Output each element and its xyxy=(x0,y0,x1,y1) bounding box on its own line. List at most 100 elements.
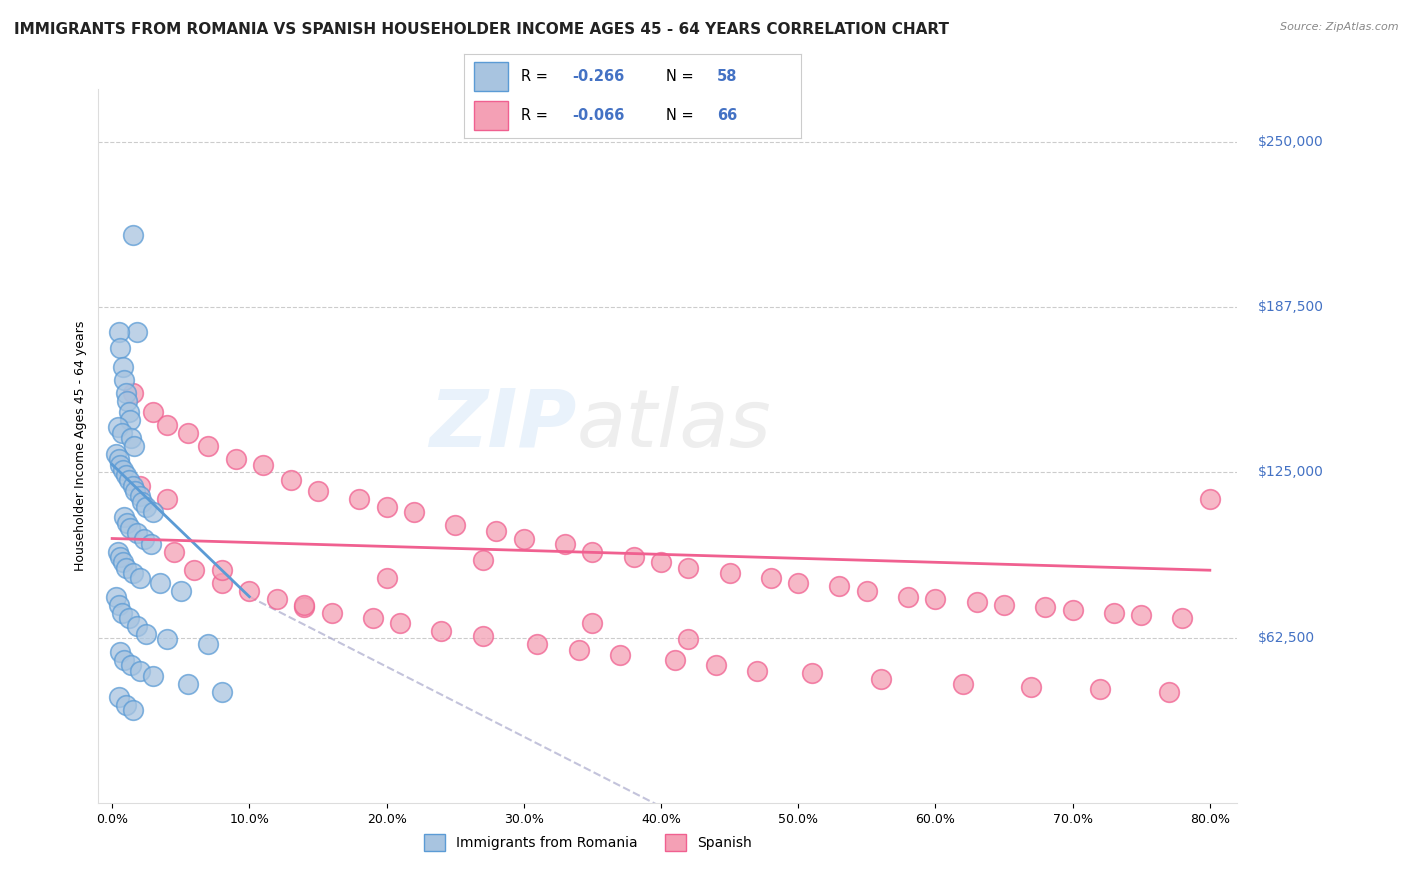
Point xyxy=(110,549,132,564)
Point xyxy=(581,616,603,631)
Point xyxy=(828,579,851,593)
Point xyxy=(170,584,193,599)
Point xyxy=(122,439,145,453)
Point xyxy=(115,560,138,574)
Point xyxy=(112,463,135,477)
Point xyxy=(124,483,146,498)
Text: R =: R = xyxy=(522,108,553,123)
Point xyxy=(444,518,467,533)
Point xyxy=(952,677,974,691)
Point xyxy=(156,417,179,432)
Point xyxy=(568,642,591,657)
Point xyxy=(292,600,315,615)
Point xyxy=(1102,606,1125,620)
Point xyxy=(114,373,136,387)
Point xyxy=(107,545,129,559)
Point xyxy=(110,458,132,472)
Point xyxy=(745,664,768,678)
Point xyxy=(112,359,135,374)
Point xyxy=(554,537,576,551)
Point xyxy=(211,563,233,577)
Text: ZIP: ZIP xyxy=(429,385,576,464)
Point xyxy=(121,566,143,580)
Point xyxy=(117,404,139,418)
Text: R =: R = xyxy=(522,69,553,84)
Point xyxy=(1130,608,1153,623)
Point xyxy=(1088,682,1111,697)
Point xyxy=(114,653,136,667)
Point xyxy=(115,468,138,483)
Point xyxy=(115,386,138,401)
Point xyxy=(121,478,143,492)
Point xyxy=(156,491,179,506)
Point xyxy=(759,571,782,585)
Point xyxy=(1021,680,1043,694)
Point xyxy=(347,491,370,506)
Point xyxy=(108,452,131,467)
Point xyxy=(117,474,139,488)
Point xyxy=(266,592,288,607)
Point xyxy=(120,658,142,673)
Point xyxy=(664,653,686,667)
Point xyxy=(128,489,150,503)
Point xyxy=(581,545,603,559)
Point xyxy=(142,505,165,519)
Text: $125,000: $125,000 xyxy=(1258,466,1323,479)
Point xyxy=(609,648,631,662)
Point xyxy=(292,598,315,612)
Point xyxy=(471,629,494,643)
Point xyxy=(856,584,879,599)
Point xyxy=(718,566,741,580)
Point xyxy=(361,611,384,625)
Point xyxy=(132,532,155,546)
Point xyxy=(156,632,179,646)
Point xyxy=(966,595,988,609)
Point xyxy=(142,669,165,683)
Point xyxy=(183,563,205,577)
Text: N =: N = xyxy=(666,69,699,84)
Point xyxy=(118,521,141,535)
Point xyxy=(121,386,143,401)
Point xyxy=(111,425,134,440)
Text: 66: 66 xyxy=(717,108,737,123)
Point xyxy=(471,552,494,566)
Point xyxy=(114,510,136,524)
Point xyxy=(108,690,131,704)
Point xyxy=(197,439,219,453)
Point xyxy=(375,571,398,585)
Point xyxy=(115,516,138,530)
Point xyxy=(211,576,233,591)
Point xyxy=(125,326,148,340)
Text: 58: 58 xyxy=(717,69,738,84)
Point xyxy=(650,555,672,569)
Point xyxy=(111,606,134,620)
Point xyxy=(128,571,150,585)
FancyBboxPatch shape xyxy=(474,62,508,91)
Point xyxy=(107,420,129,434)
Point xyxy=(800,666,823,681)
Point xyxy=(704,658,727,673)
Text: Source: ZipAtlas.com: Source: ZipAtlas.com xyxy=(1281,22,1399,32)
Point xyxy=(321,606,343,620)
FancyBboxPatch shape xyxy=(474,101,508,130)
Point xyxy=(115,698,138,712)
Point xyxy=(430,624,453,638)
Point xyxy=(1033,600,1056,615)
Point xyxy=(623,549,645,564)
Text: atlas: atlas xyxy=(576,385,772,464)
Point xyxy=(869,672,891,686)
Point xyxy=(105,590,128,604)
Point xyxy=(897,590,920,604)
Point xyxy=(787,576,810,591)
Point xyxy=(118,412,141,426)
Text: N =: N = xyxy=(666,108,699,123)
Point xyxy=(252,458,274,472)
Point xyxy=(307,483,329,498)
Point xyxy=(125,526,148,541)
Point xyxy=(1157,685,1180,699)
Point xyxy=(120,431,142,445)
Point xyxy=(176,425,198,440)
Point xyxy=(1062,603,1084,617)
Text: -0.066: -0.066 xyxy=(572,108,624,123)
Point xyxy=(1171,611,1194,625)
